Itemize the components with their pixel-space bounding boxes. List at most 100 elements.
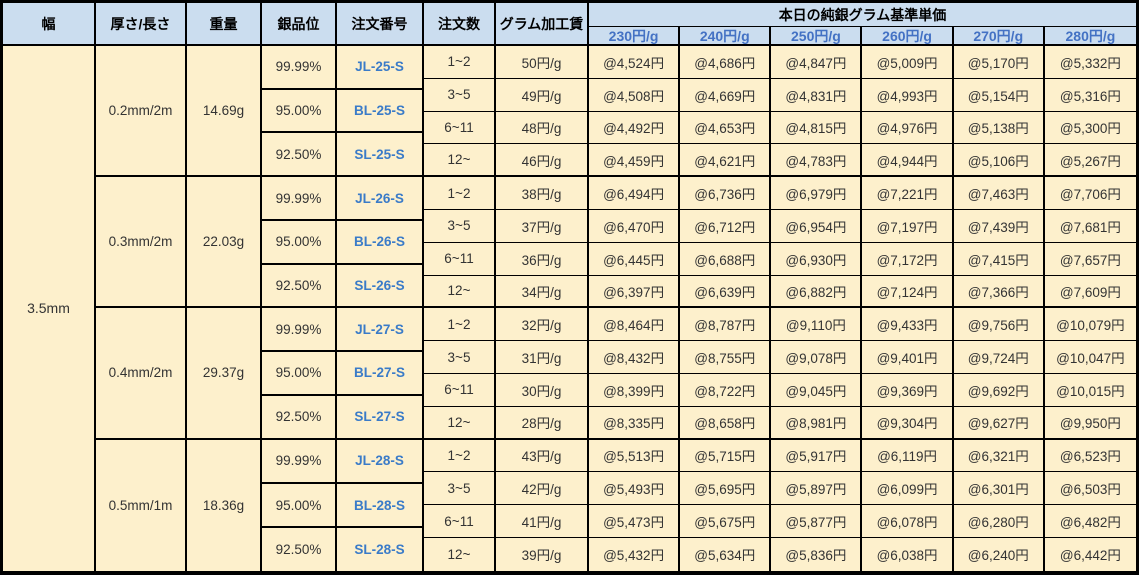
price-col-header: 250円/g — [771, 27, 863, 46]
price-cell: @9,401円 — [862, 341, 954, 374]
price-cell: @5,106円 — [953, 144, 1045, 178]
gram-fee-cell: 30円/g — [496, 373, 589, 407]
purity-cell: 92.50% — [275, 146, 322, 162]
price-cell: @7,609円 — [1044, 275, 1136, 309]
col-header-order-number: 注文番号 — [337, 3, 424, 46]
size-cell: 0.3mm/2m — [96, 177, 187, 309]
price-cell: @6,078円 — [862, 505, 954, 538]
order-number-cell: BL-26-S — [337, 221, 422, 265]
price-col-header: 260円/g — [862, 27, 954, 46]
price-cell: @10,079円 — [1044, 308, 1136, 342]
price-cell: @7,415円 — [953, 242, 1045, 276]
gram-fee-cell: 46円/g — [496, 144, 589, 178]
price-cell: @6,038円 — [862, 537, 954, 571]
gram-fee-cell: 48円/g — [496, 111, 589, 145]
purity-cell-group: 99.99% 95.00% 92.50% — [262, 439, 337, 571]
price-cell: @5,917円 — [771, 439, 863, 473]
order-number-cell: SL-27-S — [354, 409, 405, 425]
order-number-cell: JL-25-S — [337, 46, 422, 90]
order-number-cell: SL-25-S — [354, 146, 405, 162]
price-cell: @4,783円 — [771, 144, 863, 178]
price-cell: @9,627円 — [953, 406, 1045, 440]
price-cell: @5,836円 — [771, 537, 863, 571]
order-number-cell: BL-27-S — [337, 352, 422, 396]
size-cell: 0.4mm/2m — [96, 308, 187, 440]
purity-cell: 99.99% — [262, 440, 335, 484]
purity-cell-group: 99.99% 95.00% 92.50% — [262, 308, 337, 440]
price-cell: @4,459円 — [589, 144, 681, 178]
gram-fee-cell: 41円/g — [496, 505, 589, 538]
gram-fee-cell: 50円/g — [496, 46, 589, 79]
price-cell: @4,621円 — [680, 144, 772, 178]
price-cell: @5,897円 — [771, 472, 863, 506]
gram-fee-cell: 39円/g — [496, 537, 589, 571]
price-cell: @9,724円 — [953, 341, 1045, 374]
price-cell: @6,445円 — [589, 242, 681, 276]
price-cell: @8,722円 — [680, 373, 772, 407]
price-cell: @8,981円 — [771, 406, 863, 440]
purity-cell: 95.00% — [262, 484, 335, 529]
price-col-header: 280円/g — [1044, 27, 1136, 46]
order-number-cell: JL-28-S — [337, 440, 422, 484]
weight-cell: 14.69g — [187, 46, 262, 178]
order-qty-cell: 6~11 — [424, 505, 496, 538]
order-number-cell-group: JL-26-S BL-26-S SL-26-S — [337, 177, 424, 309]
price-cell: @6,240円 — [953, 537, 1045, 571]
price-cell: @5,473円 — [589, 505, 681, 538]
price-cell: @5,332円 — [1044, 46, 1136, 79]
price-cell: @6,442円 — [1044, 537, 1136, 571]
price-cell: @5,009円 — [862, 46, 954, 79]
price-cell: @8,787円 — [680, 308, 772, 342]
price-cell: @4,508円 — [589, 78, 681, 112]
order-number-cell: SL-28-S — [354, 542, 405, 558]
price-cell: @7,681円 — [1044, 209, 1136, 243]
price-cell: @5,170円 — [953, 46, 1045, 79]
price-cell: @6,736円 — [680, 177, 772, 210]
order-qty-cell: 1~2 — [424, 177, 496, 210]
price-cell: @5,154円 — [953, 78, 1045, 112]
order-qty-cell: 6~11 — [424, 373, 496, 407]
price-cell: @8,432円 — [589, 341, 681, 374]
col-header-weight: 重量 — [187, 3, 262, 46]
price-cell: @8,464円 — [589, 308, 681, 342]
price-cell: @6,397円 — [589, 275, 681, 309]
purity-cell: 92.50% — [275, 278, 322, 294]
price-cell: @8,335円 — [589, 406, 681, 440]
price-cell: @7,197円 — [862, 209, 954, 243]
price-cell: @6,119円 — [862, 439, 954, 473]
order-qty-cell: 12~ — [424, 144, 496, 178]
price-cell: @6,639円 — [680, 275, 772, 309]
price-cell: @5,316円 — [1044, 78, 1136, 112]
price-cell: @4,847円 — [771, 46, 863, 79]
price-cell: @5,634円 — [680, 537, 772, 571]
order-qty-cell: 6~11 — [424, 111, 496, 145]
price-cell: @6,688円 — [680, 242, 772, 276]
order-qty-cell: 12~ — [424, 275, 496, 309]
price-cell: @9,304円 — [862, 406, 954, 440]
purity-cell: 99.99% — [262, 308, 335, 353]
price-cell: @4,524円 — [589, 46, 681, 79]
gram-fee-cell: 34円/g — [496, 275, 589, 309]
width-cell: 3.5mm — [3, 46, 96, 571]
price-group-title: 本日の純銀グラム基準単価 — [589, 3, 1136, 27]
gram-fee-cell: 37円/g — [496, 209, 589, 243]
price-cell: @7,221円 — [862, 177, 954, 210]
order-number-cell: JL-26-S — [337, 177, 422, 221]
col-header-order-qty: 注文数 — [424, 3, 496, 46]
order-number-cell: BL-25-S — [337, 90, 422, 134]
purity-cell: 95.00% — [262, 352, 335, 396]
price-cell: @5,493円 — [589, 472, 681, 506]
order-number-cell-group: JL-27-S BL-27-S SL-27-S — [337, 308, 424, 440]
price-cell: @7,439円 — [953, 209, 1045, 243]
purity-cell: 92.50% — [275, 542, 322, 558]
price-cell: @4,492円 — [589, 111, 681, 145]
price-cell: @4,653円 — [680, 111, 772, 145]
price-cell: @10,015円 — [1044, 373, 1136, 407]
price-cell: @7,124円 — [862, 275, 954, 309]
gram-fee-cell: 42円/g — [496, 472, 589, 506]
purity-cell-group: 99.99% 95.00% 92.50% — [262, 46, 337, 178]
price-cell: @6,503円 — [1044, 472, 1136, 506]
price-cell: @5,877円 — [771, 505, 863, 538]
order-number-cell-group: JL-28-S BL-28-S SL-28-S — [337, 439, 424, 571]
